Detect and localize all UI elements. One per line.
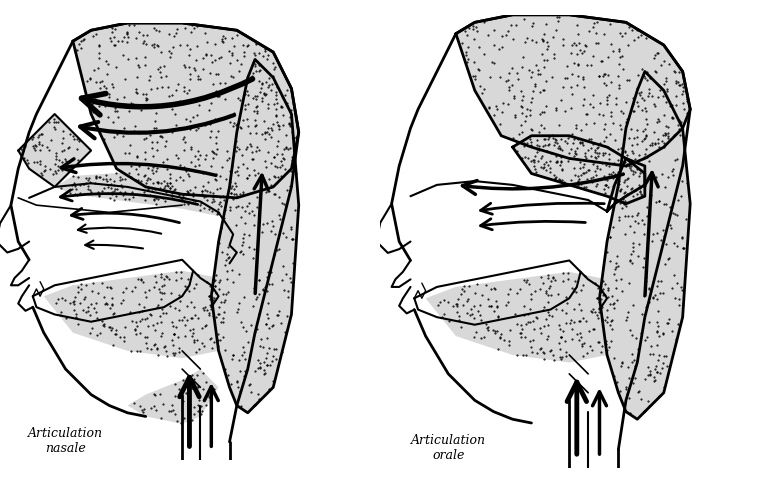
- Text: Articulation
nasale: Articulation nasale: [28, 427, 103, 456]
- PathPatch shape: [128, 369, 219, 423]
- PathPatch shape: [73, 23, 299, 198]
- PathPatch shape: [512, 136, 645, 204]
- PathPatch shape: [211, 60, 299, 413]
- PathPatch shape: [456, 15, 690, 166]
- PathPatch shape: [44, 271, 229, 358]
- PathPatch shape: [55, 173, 237, 216]
- Text: Articulation
orale: Articulation orale: [411, 434, 486, 462]
- PathPatch shape: [426, 272, 619, 362]
- PathPatch shape: [600, 71, 690, 419]
- PathPatch shape: [18, 114, 91, 187]
